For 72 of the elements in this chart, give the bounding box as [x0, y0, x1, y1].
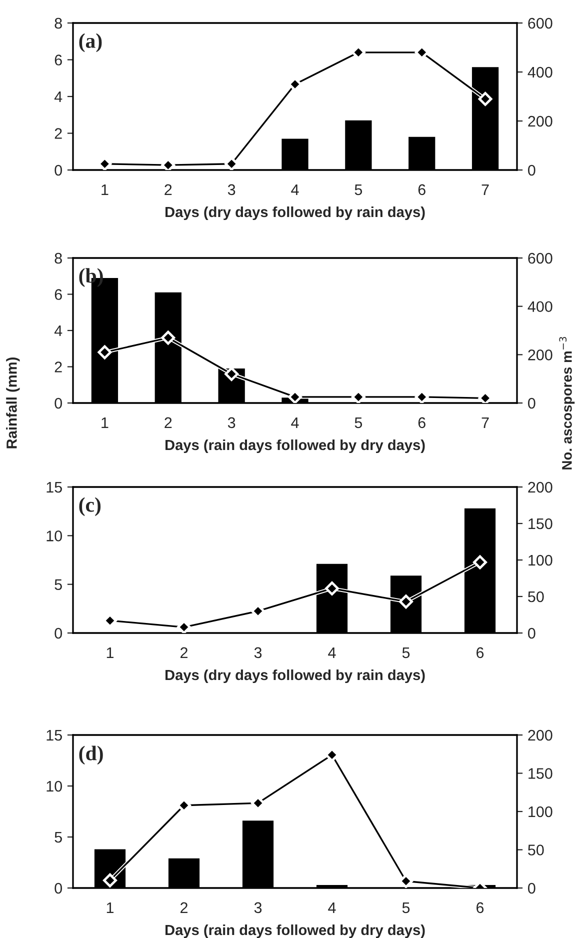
x-tick-label: 1	[106, 902, 114, 913]
annotation: (b)	[79, 268, 103, 288]
y2-tick-label: 600	[528, 252, 552, 264]
y2-tick-label: 100	[528, 554, 552, 566]
x-tick-label: 1	[102, 184, 108, 195]
y-tick-label: 0	[54, 398, 62, 409]
y2-tick-label: 150	[528, 518, 552, 530]
x-axis-title: Days (rain days followed by dry days)	[166, 924, 425, 938]
x-tick-label: 3	[228, 184, 236, 196]
y2-tick-label: 0	[528, 628, 536, 639]
x-tick-label: 2	[164, 184, 172, 195]
y2-tick-label: 200	[528, 730, 552, 741]
y-tick-label: 8	[54, 18, 62, 29]
x-tick-label: 4	[291, 417, 299, 428]
y2-tick-label: 200	[528, 482, 552, 493]
x-tick-label: 6	[418, 417, 426, 428]
y-tick-label: 2	[54, 362, 62, 372]
x-tick-label: 4	[328, 902, 336, 913]
annotation: (a)	[79, 33, 102, 52]
y-tick-label: 15	[46, 730, 62, 741]
x-tick-label: 2	[164, 417, 172, 428]
y-tick-label: 6	[54, 289, 62, 300]
x-tick-label: 7	[482, 184, 489, 195]
x-axis-title: Days (dry days followed by rain days)	[166, 206, 425, 220]
x-tick-label: 2	[180, 902, 188, 913]
y-tick-label: 0	[54, 882, 62, 894]
x-tick-label: 5	[354, 184, 362, 196]
y-tick-label: 5	[54, 579, 62, 590]
annotation: (c)	[79, 497, 101, 516]
x-tick-label: 6	[476, 902, 484, 914]
x-tick-label: 6	[476, 647, 484, 658]
y2-tick-label: 400	[528, 66, 552, 78]
y-tick-label: 2	[54, 128, 62, 139]
y2-tick-label: 200	[528, 116, 552, 127]
x-tick-label: 3	[254, 902, 262, 914]
y-tick-label: 4	[54, 92, 62, 102]
y2-tick-label: 100	[528, 806, 552, 818]
y-tick-label: 10	[46, 780, 62, 792]
y2-tick-label: 150	[528, 768, 552, 779]
x-axis-title: Days (rain days followed by dry days)	[166, 439, 425, 454]
y-tick-label: 15	[46, 482, 62, 493]
y-tick-label: 10	[46, 530, 62, 542]
x-tick-label: 3	[228, 417, 236, 428]
y2-tick-label: 0	[528, 164, 536, 176]
x-tick-label: 4	[328, 647, 336, 658]
y2-tick-label: 50	[528, 844, 544, 856]
x-axis-title: Days (dry days followed by rain days)	[166, 669, 425, 684]
x-tick-label: 5	[354, 417, 362, 428]
y2-tick-label: 400	[528, 301, 552, 312]
x-tick-label: 3	[254, 647, 262, 658]
y-tick-label: 0	[54, 628, 62, 639]
y-tick-label: 6	[54, 54, 62, 66]
y2-tick-label: 600	[528, 18, 552, 29]
y2-tick-label: 200	[528, 350, 552, 360]
y2-axis-title: No. ascospores m$^{−3}$	[559, 336, 575, 470]
y2-tick-label: 0	[528, 398, 536, 409]
y-axis-title: Rainfall (mm)	[6, 358, 20, 448]
y-tick-label: 5	[54, 832, 62, 843]
x-tick-label: 4	[291, 184, 299, 195]
y-tick-label: 0	[54, 164, 62, 176]
x-tick-label: 1	[102, 417, 108, 428]
y-tick-label: 4	[54, 326, 62, 336]
x-tick-label: 5	[402, 902, 410, 914]
x-tick-label: 2	[180, 647, 188, 658]
y2-tick-label: 50	[528, 591, 544, 602]
x-tick-label: 1	[106, 647, 114, 658]
annotation: (d)	[79, 746, 103, 765]
y-tick-label: 8	[54, 252, 62, 264]
y2-tick-label: 0	[528, 882, 536, 894]
x-tick-label: 5	[402, 647, 410, 658]
x-tick-label: 6	[418, 184, 426, 196]
x-tick-label: 7	[482, 417, 489, 428]
